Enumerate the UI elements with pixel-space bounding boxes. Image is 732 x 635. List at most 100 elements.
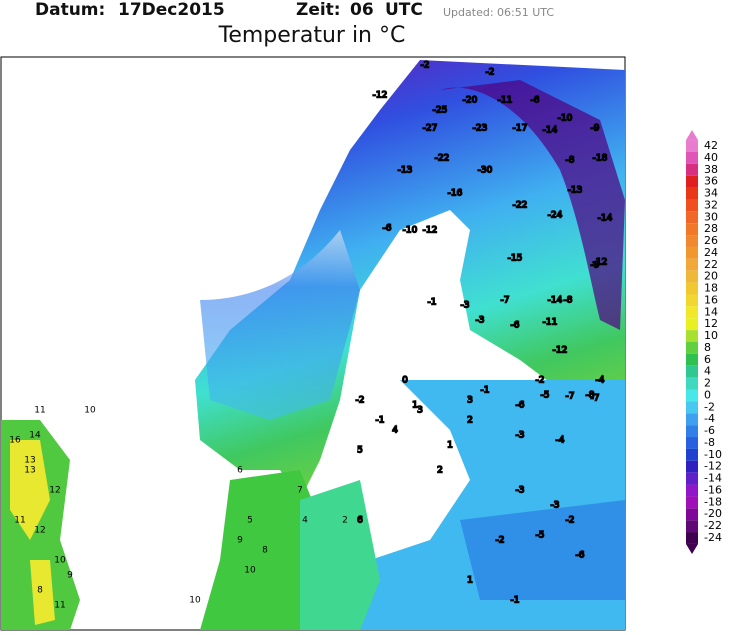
land-uk-warm bbox=[30, 560, 55, 625]
station-value: 5 bbox=[357, 446, 363, 456]
colorbar-label: 28 bbox=[704, 222, 718, 235]
station-value: -6 bbox=[383, 224, 392, 234]
colorbar-band bbox=[686, 306, 698, 319]
land-russia bbox=[460, 500, 625, 600]
colorbar-band bbox=[686, 270, 698, 283]
station-value: -12 bbox=[593, 258, 608, 268]
station-value: -3 bbox=[461, 301, 470, 311]
time: 06 bbox=[350, 0, 374, 20]
station-value: -13 bbox=[398, 166, 413, 176]
station-value: -10 bbox=[558, 114, 573, 124]
colorbar-label: 34 bbox=[704, 187, 718, 200]
colorbar-label: -20 bbox=[704, 507, 722, 520]
colorbar-band bbox=[686, 532, 698, 544]
station-value: -17 bbox=[513, 124, 528, 134]
station-value: 11 bbox=[34, 406, 45, 416]
colorbar-band bbox=[686, 163, 698, 176]
colorbar-label: -6 bbox=[704, 424, 715, 437]
colorbar-band bbox=[686, 258, 698, 271]
station-value: -3 bbox=[516, 431, 525, 441]
station-value: -5 bbox=[541, 391, 550, 401]
colorbar-label: 38 bbox=[704, 163, 718, 176]
colorbar-label: 22 bbox=[704, 258, 718, 271]
time-unit: UTC bbox=[385, 0, 423, 20]
station-value: -23 bbox=[473, 124, 488, 134]
station-value: -22 bbox=[435, 154, 450, 164]
colorbar-label: 30 bbox=[704, 210, 718, 223]
cold-core bbox=[440, 80, 625, 330]
colorbar-band bbox=[686, 425, 698, 438]
station-value: 8 bbox=[262, 546, 268, 556]
colorbar-label: 4 bbox=[704, 365, 711, 378]
station-value: -7 bbox=[501, 296, 510, 306]
station-value: 3 bbox=[467, 396, 473, 406]
colorbar-band bbox=[686, 448, 698, 461]
station-value: -22 bbox=[513, 201, 528, 211]
station-value: -11 bbox=[543, 318, 558, 328]
stations: -2-2-12-25-20 -11 -6-10-9-27 -23 -17 -14-13-2… bbox=[9, 60, 613, 611]
colorbar-band bbox=[686, 460, 698, 473]
map bbox=[0, 56, 626, 631]
colorbar-band bbox=[686, 389, 698, 402]
station-value: -16 bbox=[448, 189, 463, 199]
colorbar-label: 6 bbox=[704, 353, 711, 366]
colorbar-label: 24 bbox=[704, 246, 718, 259]
station-value: 2 bbox=[467, 416, 473, 426]
station-value: 10 bbox=[54, 556, 66, 566]
colorbar-label: 32 bbox=[704, 198, 718, 211]
station-value: -30 bbox=[478, 166, 493, 176]
colorbar-label: 12 bbox=[704, 317, 718, 330]
colorbar-band bbox=[686, 235, 698, 247]
station-value: -14 bbox=[548, 296, 563, 306]
date: 17Dec2015 bbox=[118, 0, 225, 20]
colorbar-band bbox=[686, 365, 698, 378]
station-value: -2 bbox=[421, 61, 430, 71]
station-value: 7 bbox=[297, 486, 303, 496]
station-value: 9 bbox=[237, 536, 243, 546]
colorbar-label: 2 bbox=[704, 377, 711, 390]
station-value: 13 bbox=[24, 456, 35, 466]
station-value: -9 bbox=[591, 261, 600, 271]
colorbar-label: 26 bbox=[704, 234, 718, 247]
colorbar-label: 0 bbox=[704, 388, 711, 401]
station-value: 9 bbox=[67, 571, 73, 581]
station-value: 3 bbox=[417, 406, 423, 416]
colorbar-label: 36 bbox=[704, 175, 718, 188]
station-value: -27 bbox=[423, 124, 438, 134]
colorbar-bottom-arrow bbox=[686, 543, 698, 554]
colorbar-label: 8 bbox=[704, 341, 711, 354]
colorbar-band bbox=[686, 187, 698, 200]
colorbar-label: -10 bbox=[704, 448, 722, 461]
station-value: -12 bbox=[553, 346, 568, 356]
station-value: -2 bbox=[566, 516, 575, 526]
station-value: -7 bbox=[591, 394, 600, 404]
colorbar-label: 18 bbox=[704, 282, 718, 295]
station-value: -1 bbox=[376, 416, 385, 426]
station-value: -2 bbox=[486, 68, 495, 78]
station-value: -4 bbox=[596, 376, 605, 386]
colorbar-band bbox=[686, 520, 698, 533]
station-value: -3 bbox=[476, 316, 485, 326]
colorbar-label: -16 bbox=[704, 483, 722, 496]
station-value: -10 bbox=[403, 226, 418, 236]
land-denmark bbox=[200, 470, 320, 630]
station-value: 11 bbox=[14, 516, 25, 526]
station-value: -6 bbox=[576, 551, 585, 561]
station-value: -12 bbox=[423, 226, 438, 236]
station-value: -3 bbox=[516, 486, 525, 496]
station-value: 4 bbox=[392, 426, 398, 436]
station-value: -9 bbox=[591, 124, 600, 134]
colorbar-band bbox=[686, 330, 698, 342]
colorbar-label: -14 bbox=[704, 472, 722, 485]
station-value: 10 bbox=[189, 596, 201, 606]
station-value: 10 bbox=[244, 566, 256, 576]
colorbar: 424038363432302826242220181614121086420-… bbox=[686, 130, 722, 554]
time-label: Zeit: bbox=[296, 0, 341, 20]
station-value: -25 bbox=[433, 106, 448, 116]
colorbar-label: -4 bbox=[704, 412, 715, 425]
updated: Updated: 06:51 UTC bbox=[443, 6, 554, 19]
colorbar-top-arrow bbox=[686, 130, 698, 141]
colorbar-band bbox=[686, 246, 698, 259]
station-value: 8 bbox=[37, 586, 43, 596]
